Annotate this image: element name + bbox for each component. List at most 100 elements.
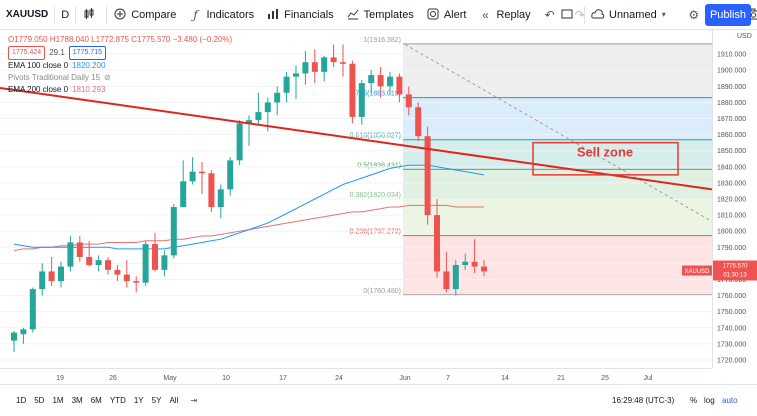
- fib-band: [403, 139, 712, 170]
- ema200-row[interactable]: EMA 200 close 0 1810.293: [8, 84, 232, 96]
- candle-body: [161, 255, 168, 270]
- candle-body: [227, 160, 234, 190]
- hidden-eye-icon[interactable]: ⊘: [104, 73, 111, 82]
- time-tick-label: 17: [279, 375, 287, 382]
- gear-icon: ⚙: [688, 8, 700, 22]
- percent-toggle[interactable]: %: [690, 396, 698, 405]
- goto-date-icon[interactable]: ⇥: [190, 396, 198, 405]
- chart-type-button[interactable]: [76, 0, 106, 30]
- settings-button[interactable]: ⚙: [681, 0, 711, 30]
- candle-body: [321, 57, 328, 72]
- fib-band: [403, 198, 712, 236]
- fib-level-label: 0.382(1820.034): [350, 192, 401, 199]
- current-price-value: 1775.570: [722, 264, 748, 270]
- time-tick-label: 24: [335, 375, 343, 382]
- candle-body: [48, 271, 55, 282]
- range-button[interactable]: All: [169, 396, 179, 405]
- candle-body: [152, 244, 158, 270]
- time-tick-label: 10: [222, 375, 230, 382]
- candle-body: [434, 215, 440, 272]
- time-axis[interactable]: 19 26 May 10 17 24 Jun 7 14 21 25 Jul: [0, 368, 712, 384]
- price-tick-label: 1720.000: [717, 357, 746, 364]
- sell-price-pill[interactable]: 1775.424: [8, 46, 46, 60]
- financials-label: Financials: [284, 8, 334, 21]
- range-button[interactable]: 6M: [90, 396, 102, 405]
- price-tick-label: 1830.000: [717, 180, 746, 187]
- fib-level-label: 0.618(1856.827): [350, 133, 401, 140]
- replay-button[interactable]: « Replay: [472, 0, 536, 30]
- templates-button[interactable]: Templates: [340, 0, 420, 30]
- compare-button[interactable]: Compare: [107, 0, 182, 30]
- candle-body: [170, 207, 177, 256]
- ema100-line: [13, 164, 485, 250]
- candle-body: [95, 260, 102, 265]
- time-tick-label: 25: [601, 375, 609, 382]
- ema200-label: EMA 200 close 0: [8, 85, 69, 94]
- undo-button[interactable]: ↶: [537, 0, 567, 30]
- separator: [106, 5, 108, 24]
- chart-pane[interactable]: 1(1916.382) 0.786(1883.019) 0.618(1856.827…: [0, 30, 712, 368]
- candle-body: [452, 264, 459, 290]
- candle-body: [133, 281, 140, 283]
- pivots-label: Pivots Traditional Daily 15: [8, 73, 101, 82]
- financials-button[interactable]: Financials: [260, 0, 340, 30]
- candle-body: [405, 94, 412, 108]
- indicators-label: Indicators: [206, 8, 255, 21]
- alert-button[interactable]: Alert: [420, 0, 473, 30]
- range-button[interactable]: 5Y: [151, 396, 162, 405]
- candle-body: [424, 136, 431, 216]
- buy-price-pill[interactable]: 1775.715: [68, 46, 106, 60]
- fib-level-label: 0.236(1797.273): [350, 229, 401, 236]
- time-tick-label: Jun: [399, 375, 410, 382]
- symbol-search[interactable]: XAUUSD: [0, 0, 54, 30]
- range-button[interactable]: 5D: [34, 396, 45, 405]
- function-icon: ƒ: [193, 7, 198, 22]
- pivots-row[interactable]: Pivots Traditional Daily 15 ⊘: [8, 72, 232, 84]
- undo-icon: ↶: [544, 7, 555, 22]
- trendline: [0, 86, 712, 191]
- templates-icon: [346, 8, 360, 22]
- time-tick-label: 26: [109, 375, 117, 382]
- plus-circle-icon: [113, 8, 127, 22]
- log-toggle[interactable]: log: [704, 396, 715, 405]
- price-tick-label: 1860.000: [717, 132, 746, 139]
- replay-label: Replay: [496, 8, 531, 21]
- sell-zone-box: [532, 141, 679, 176]
- time-axis-svg: 19 26 May 10 17 24 Jun 7 14 21 25 Jul: [56, 375, 653, 382]
- top-toolbar: XAUUSD D Compare ƒ Indicators Financials…: [0, 0, 757, 30]
- candle-body: [208, 173, 215, 208]
- indicators-button[interactable]: ƒ Indicators: [182, 0, 260, 30]
- price-tick-label: 1740.000: [717, 325, 746, 332]
- ohlc-values: O1779.050 H1788.040 L1772.875 C1775.570 …: [8, 35, 233, 44]
- alert-label: Alert: [443, 8, 467, 21]
- price-tick-label: 1910.000: [717, 52, 746, 59]
- interval-button[interactable]: D: [55, 0, 75, 30]
- bar-chart-icon: [266, 8, 280, 22]
- ema100-row[interactable]: EMA 100 close 0 1820.200: [8, 60, 232, 72]
- chevron-down-icon: ▾: [661, 10, 666, 19]
- price-axis[interactable]: USD 1910.000 1900.000 1890.000 1880.000 1870.…: [712, 30, 757, 368]
- price-chart[interactable]: 1(1916.382) 0.786(1883.019) 0.618(1856.827…: [0, 30, 712, 368]
- candle-body: [471, 261, 478, 267]
- candle-body: [39, 271, 46, 290]
- time-tick-label: May: [163, 375, 177, 382]
- range-button[interactable]: YTD: [109, 396, 126, 405]
- separator: [54, 5, 56, 24]
- redo-icon: ↷: [574, 7, 585, 22]
- auto-toggle[interactable]: auto: [722, 396, 738, 405]
- layout-button[interactable]: Unnamed ▾: [585, 0, 681, 30]
- time-tick-label: 19: [56, 375, 64, 382]
- redo-button[interactable]: ↷: [567, 0, 597, 30]
- range-button[interactable]: 1M: [52, 396, 64, 405]
- projection-line: [404, 44, 712, 222]
- range-buttons: 1D 5D 1M 3M 6M YTD 1Y 5Y All: [0, 396, 178, 405]
- range-button[interactable]: 1D: [16, 396, 27, 405]
- publish-button[interactable]: Publish: [705, 4, 751, 26]
- templates-label: Templates: [363, 8, 414, 21]
- range-button[interactable]: 3M: [71, 396, 83, 405]
- range-button[interactable]: 1Y: [133, 396, 144, 405]
- clock-readout[interactable]: 16:29:48 (UTC-3): [612, 396, 675, 405]
- currency-label: USD: [737, 33, 752, 40]
- candle-body: [349, 63, 356, 117]
- fullscreen-button[interactable]: [554, 0, 584, 30]
